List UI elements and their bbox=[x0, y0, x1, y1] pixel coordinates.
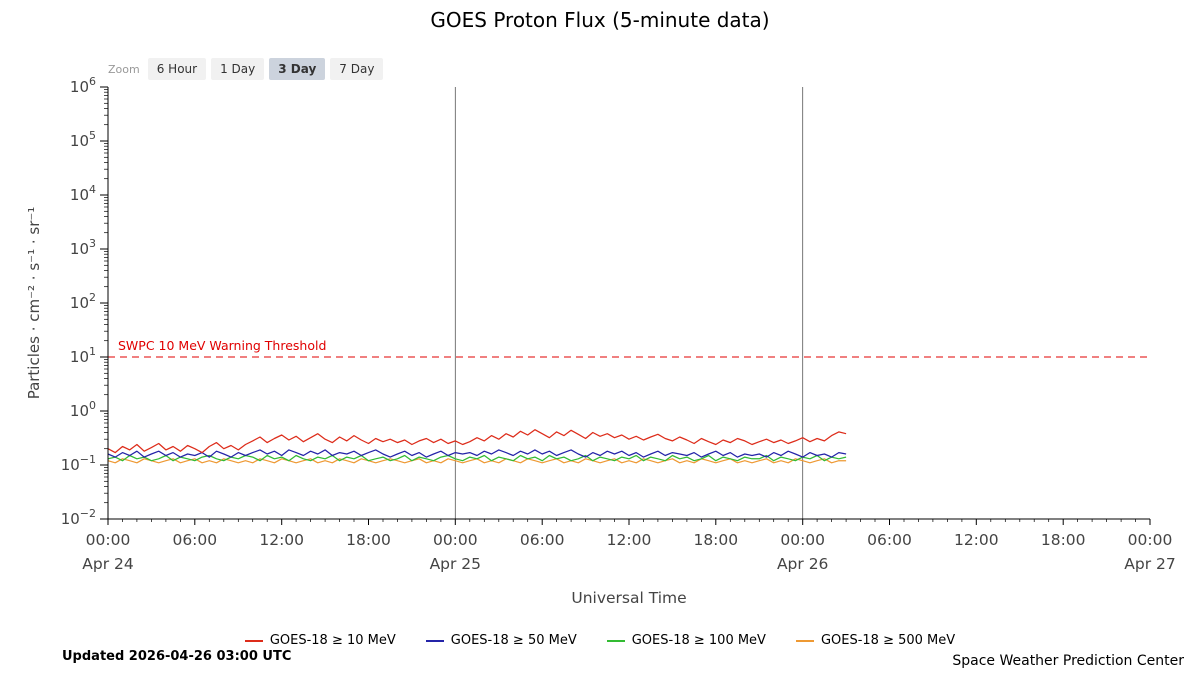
x-day-label: Apr 25 bbox=[430, 555, 481, 573]
zoom-controls: Zoom 6 Hour 1 Day 3 Day 7 Day bbox=[108, 58, 384, 80]
zoom-button-3-day[interactable]: 3 Day bbox=[269, 58, 326, 80]
series-line-1 bbox=[107, 449, 847, 458]
zoom-buttons: 6 Hour 1 Day 3 Day 7 Day bbox=[147, 58, 384, 80]
x-tick-label: 00:00 bbox=[86, 531, 131, 549]
x-tick-label: 12:00 bbox=[607, 531, 652, 549]
x-day-label: Apr 24 bbox=[82, 555, 133, 573]
zoom-button-7-day[interactable]: 7 Day bbox=[330, 58, 384, 80]
warning-threshold-label: SWPC 10 MeV Warning Threshold bbox=[118, 338, 326, 353]
x-tick-label: 00:00 bbox=[780, 531, 825, 549]
x-tick-label: 06:00 bbox=[867, 531, 912, 549]
legend-swatch bbox=[244, 639, 263, 642]
x-tick-label: 18:00 bbox=[1041, 531, 1086, 549]
y-tick-label: 10−1 bbox=[61, 453, 96, 474]
legend-swatch bbox=[795, 639, 814, 642]
y-tick-label: 105 bbox=[70, 129, 96, 150]
y-tick-label: 106 bbox=[70, 75, 96, 96]
page-title: GOES Proton Flux (5-minute data) bbox=[430, 8, 770, 32]
legend-swatch bbox=[606, 639, 625, 642]
zoom-button-6-hour[interactable]: 6 Hour bbox=[147, 58, 207, 80]
x-day-label: Apr 26 bbox=[777, 555, 828, 573]
updated-timestamp: Updated 2026-04-26 03:00 UTC bbox=[62, 649, 292, 664]
credit: Space Weather Prediction Center bbox=[952, 653, 1184, 669]
legend-label: GOES-18 ≥ 50 MeV bbox=[450, 633, 577, 648]
series-line-0 bbox=[107, 429, 847, 454]
y-axis-title: Particles · cm⁻² · s⁻¹ · sr⁻¹ bbox=[25, 206, 43, 400]
zoom-button-1-day[interactable]: 1 Day bbox=[211, 58, 265, 80]
x-tick-label: 12:00 bbox=[259, 531, 304, 549]
y-tick-label: 10−2 bbox=[61, 507, 96, 528]
legend-item: GOES-18 ≥ 10 MeV bbox=[244, 633, 396, 648]
y-tick-label: 102 bbox=[70, 291, 96, 312]
x-tick-label: 18:00 bbox=[693, 531, 738, 549]
legend-label: GOES-18 ≥ 100 MeV bbox=[631, 633, 766, 648]
legend-label: GOES-18 ≥ 10 MeV bbox=[269, 633, 396, 648]
x-day-label: Apr 27 bbox=[1124, 555, 1175, 573]
x-tick-label: 12:00 bbox=[954, 531, 999, 549]
x-tick-label: 06:00 bbox=[520, 531, 565, 549]
zoom-label: Zoom bbox=[108, 62, 140, 76]
y-tick-label: 103 bbox=[70, 237, 96, 258]
x-tick-label: 18:00 bbox=[346, 531, 391, 549]
legend-item: GOES-18 ≥ 50 MeV bbox=[425, 633, 577, 648]
legend-label: GOES-18 ≥ 500 MeV bbox=[820, 633, 956, 648]
y-tick-label: 100 bbox=[70, 399, 96, 420]
legend-swatch bbox=[425, 639, 444, 642]
legend-item: GOES-18 ≥ 500 MeV bbox=[795, 633, 956, 648]
x-tick-label: 00:00 bbox=[1128, 531, 1173, 549]
y-tick-label: 101 bbox=[70, 345, 96, 366]
x-tick-label: 00:00 bbox=[433, 531, 478, 549]
x-tick-label: 06:00 bbox=[172, 531, 217, 549]
y-tick-label: 104 bbox=[70, 183, 96, 204]
legend-item: GOES-18 ≥ 100 MeV bbox=[606, 633, 766, 648]
x-axis-title: Universal Time bbox=[571, 589, 687, 607]
legend: GOES-18 ≥ 10 MeV GOES-18 ≥ 50 MeV GOES-18 … bbox=[0, 633, 1200, 648]
